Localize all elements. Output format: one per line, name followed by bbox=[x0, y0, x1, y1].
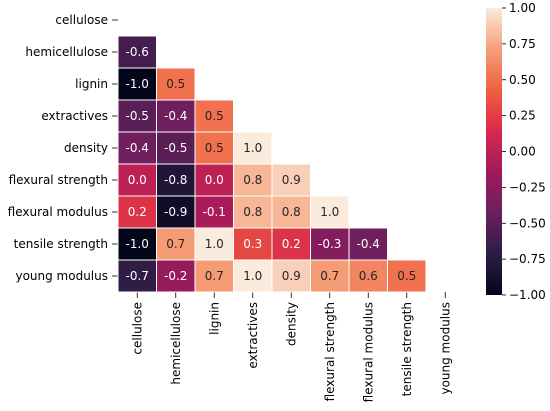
colorbar-tick-label: 0.75 bbox=[509, 37, 536, 51]
cell-value-label: 0.5 bbox=[397, 269, 416, 283]
heatmap-cell bbox=[117, 259, 157, 293]
colorbar-tick-label: 0.25 bbox=[509, 109, 536, 123]
heatmap-cell bbox=[117, 227, 157, 261]
column-label: hemicellulose bbox=[169, 302, 183, 385]
cell-value-label: 1.0 bbox=[205, 237, 224, 251]
colorbar-tick-label: 1.00 bbox=[509, 1, 536, 15]
row-label: cellulose bbox=[55, 13, 108, 27]
cell-value-label: 0.3 bbox=[243, 237, 262, 251]
heatmap-cell bbox=[117, 35, 157, 69]
heatmap-cell bbox=[271, 259, 311, 293]
cell-value-label: 0.0 bbox=[205, 173, 224, 187]
cell-value-label: 0.7 bbox=[166, 237, 185, 251]
cell-value-label: -0.5 bbox=[126, 109, 149, 123]
heatmap-cell bbox=[156, 163, 196, 197]
heatmap-cell bbox=[156, 67, 196, 101]
row-label: young modulus bbox=[15, 269, 108, 283]
heatmap-cell bbox=[194, 227, 234, 261]
cell-value-label: -0.7 bbox=[126, 269, 149, 283]
heatmap-cell bbox=[387, 259, 427, 293]
heatmap-cell bbox=[348, 259, 388, 293]
heatmap-cell bbox=[310, 227, 350, 261]
cell-value-label: 0.8 bbox=[243, 205, 262, 219]
cell-value-label: 0.8 bbox=[243, 173, 262, 187]
row-label: extractives bbox=[41, 109, 108, 123]
column-label: extractives bbox=[246, 302, 260, 369]
row-tick-labels: cellulose hemicellulose lignin extractives d… bbox=[8, 13, 118, 283]
heatmap-cell bbox=[156, 131, 196, 165]
cell-value-label: -0.4 bbox=[164, 109, 187, 123]
column-label: tensile strength bbox=[400, 302, 414, 396]
heatmap-cell bbox=[156, 195, 196, 229]
cell-value-label: 0.0 bbox=[128, 173, 147, 187]
cell-value-label: 0.5 bbox=[166, 77, 185, 91]
cell-value-label: 1.0 bbox=[243, 141, 262, 155]
cell-value-label: 1.0 bbox=[320, 205, 339, 219]
column-tick-labels: cellulose hemicellulose lignin extractives d… bbox=[130, 292, 452, 402]
heatmap-cell bbox=[233, 195, 273, 229]
heatmap-cell bbox=[194, 99, 234, 133]
cell-value-label: 0.5 bbox=[205, 109, 224, 123]
heatmap-cell bbox=[271, 227, 311, 261]
heatmap-cell bbox=[117, 195, 157, 229]
row-label: flexural modulus bbox=[8, 205, 108, 219]
cell-value-label: -0.1 bbox=[203, 205, 226, 219]
cell-value-label: 1.0 bbox=[243, 269, 262, 283]
colorbar-tick-label: −1.00 bbox=[509, 288, 546, 302]
column-label: flexural strength bbox=[323, 302, 337, 401]
cell-value-label: 0.2 bbox=[282, 237, 301, 251]
cell-value-label: 0.5 bbox=[205, 141, 224, 155]
cell-value-label: 0.8 bbox=[282, 205, 301, 219]
cell-value-label: -0.3 bbox=[318, 237, 341, 251]
cell-value-label: -0.4 bbox=[126, 141, 149, 155]
cell-value-label: 0.9 bbox=[282, 269, 301, 283]
column-label: young modulus bbox=[438, 302, 452, 395]
cell-value-label: -0.5 bbox=[164, 141, 187, 155]
heatmap-cell bbox=[348, 227, 388, 261]
heatmap-cell bbox=[156, 227, 196, 261]
heatmap-cell bbox=[194, 163, 234, 197]
heatmap-cell bbox=[233, 227, 273, 261]
cell-value-label: -0.2 bbox=[164, 269, 187, 283]
row-label: lignin bbox=[75, 77, 108, 91]
column-label: cellulose bbox=[130, 302, 144, 355]
heatmap-cell bbox=[117, 99, 157, 133]
row-label: tensile strength bbox=[14, 237, 108, 251]
colorbar: 1.00 0.75 0.50 0.25 0.00 −0.25 −0.50 −0.75 −1.00 bbox=[486, 1, 546, 302]
cell-value-label: -0.4 bbox=[357, 237, 380, 251]
colorbar-tick-label: 0.50 bbox=[509, 73, 536, 87]
cell-value-label: -1.0 bbox=[126, 77, 149, 91]
colorbar-tick-label: −0.75 bbox=[509, 252, 546, 266]
cell-value-label: -0.8 bbox=[164, 173, 187, 187]
column-label: lignin bbox=[207, 302, 221, 335]
row-label: flexural strength bbox=[9, 173, 108, 187]
colorbar-tick-label: 0.00 bbox=[509, 145, 536, 159]
cell-value-label: 0.7 bbox=[205, 269, 224, 283]
cell-value-label: -1.0 bbox=[126, 237, 149, 251]
colorbar-tick-label: −0.25 bbox=[509, 180, 546, 194]
cell-value-label: -0.9 bbox=[164, 205, 187, 219]
heatmap-cells: -0.6 -1.0 0.5 -0.5 -0.4 0.5 -0.4 -0.5 0.5 1.0 0.0 -… bbox=[117, 35, 427, 293]
heatmap-cell bbox=[233, 131, 273, 165]
cell-value-label: -0.6 bbox=[126, 45, 149, 59]
column-label: flexural modulus bbox=[361, 302, 375, 402]
column-label: density bbox=[284, 302, 298, 346]
cell-value-label: 0.9 bbox=[282, 173, 301, 187]
heatmap-cell bbox=[194, 259, 234, 293]
heatmap-cell bbox=[117, 67, 157, 101]
colorbar-tick-label: −0.50 bbox=[509, 216, 546, 230]
cell-value-label: 0.6 bbox=[359, 269, 378, 283]
heatmap-cell bbox=[194, 195, 234, 229]
heatmap-cell bbox=[233, 259, 273, 293]
cell-value-label: 0.2 bbox=[128, 205, 147, 219]
heatmap-cell bbox=[271, 163, 311, 197]
colorbar-gradient bbox=[486, 8, 502, 295]
row-label: density bbox=[64, 141, 108, 155]
row-label: hemicellulose bbox=[25, 45, 108, 59]
cell-value-label: 0.7 bbox=[320, 269, 339, 283]
